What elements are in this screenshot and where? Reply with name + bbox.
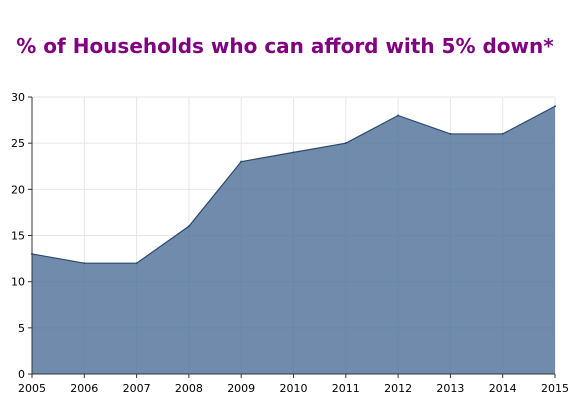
x-tick-label: 2010 xyxy=(280,382,308,395)
chart-title: % of Households who can afford with 5% d… xyxy=(16,34,554,58)
x-axis-ticks: 2005 2006 2007 2008 2009 2010 2011 2012 2013 2014… xyxy=(18,374,569,395)
x-tick-label: 2011 xyxy=(332,382,360,395)
x-tick-label: 2014 xyxy=(489,382,517,395)
data-point xyxy=(397,114,400,117)
y-tick-label: 15 xyxy=(11,230,25,243)
x-tick-label: 2007 xyxy=(123,382,151,395)
data-point xyxy=(449,132,452,135)
x-tick-label: 2015 xyxy=(541,382,569,395)
y-tick-label: 10 xyxy=(11,276,25,289)
data-point xyxy=(187,225,190,228)
area-layer xyxy=(31,105,556,374)
x-tick-label: 2012 xyxy=(384,382,412,395)
data-point xyxy=(135,262,138,265)
data-point xyxy=(501,132,504,135)
y-tick-label: 20 xyxy=(11,183,25,196)
x-tick-label: 2009 xyxy=(227,382,255,395)
x-tick-label: 2006 xyxy=(70,382,98,395)
x-tick-label: 2013 xyxy=(436,382,464,395)
y-tick-label: 5 xyxy=(18,322,25,335)
y-axis-ticks: 0 5 10 15 20 25 30 xyxy=(11,91,32,381)
data-point xyxy=(554,105,556,108)
y-tick-label: 30 xyxy=(11,91,25,104)
y-tick-label: 0 xyxy=(18,368,25,381)
data-point xyxy=(83,262,86,265)
area-fill xyxy=(32,106,555,374)
data-point xyxy=(292,151,295,154)
x-tick-label: 2005 xyxy=(18,382,46,395)
x-tick-label: 2008 xyxy=(175,382,203,395)
data-point xyxy=(240,160,243,163)
data-point xyxy=(344,142,347,145)
y-tick-label: 25 xyxy=(11,137,25,150)
